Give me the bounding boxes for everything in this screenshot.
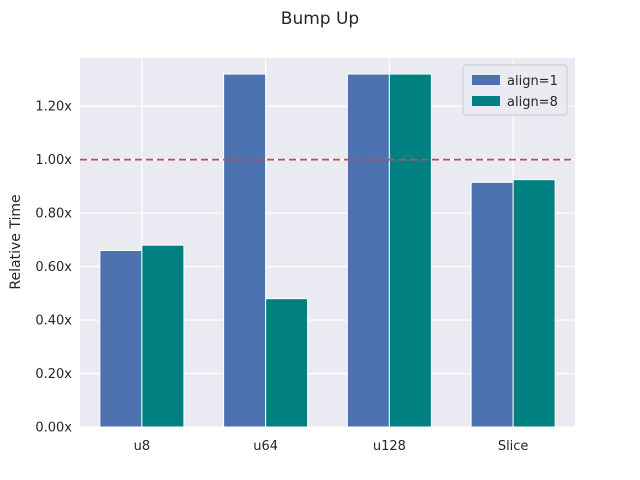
- y-tick-label: 0.40x: [35, 314, 72, 329]
- x-tick-label: u128: [373, 439, 406, 454]
- legend-swatch: [472, 75, 500, 85]
- x-axis-ticks: u8 u64 u128 Slice: [134, 439, 529, 454]
- x-tick-label: u64: [253, 439, 278, 454]
- chart-title: Bump Up: [281, 9, 359, 29]
- legend-label: align=8: [507, 95, 558, 110]
- bar-align-1-u8: [99, 250, 143, 428]
- y-tick-label: 0.60x: [35, 260, 72, 275]
- y-tick-label: 1.20x: [35, 100, 72, 115]
- bar-align-8-u128: [388, 73, 432, 428]
- legend-swatch: [472, 96, 500, 106]
- x-tick-label: u8: [134, 439, 151, 454]
- legend: align=1 align=8: [462, 64, 568, 116]
- bar-align-1-u64: [223, 73, 267, 428]
- y-tick-label: 0.80x: [35, 207, 72, 222]
- bar-align-8-u8: [141, 244, 185, 428]
- bar-align-8-Slice: [512, 179, 556, 428]
- y-tick-label: 0.20x: [35, 367, 72, 382]
- y-tick-label: 0.00x: [35, 421, 72, 436]
- y-tick-label: 1.00x: [35, 153, 72, 168]
- bar-align-8-u64: [265, 298, 309, 428]
- bar-align-1-Slice: [470, 181, 514, 428]
- legend-label: align=1: [507, 74, 558, 89]
- bar-align-1-u128: [346, 73, 390, 428]
- y-axis-label: Relative Time: [8, 194, 24, 289]
- x-tick-label: Slice: [498, 439, 529, 454]
- y-axis-ticks: 0.00x 0.20x 0.40x 0.60x 0.80x 1.00x 1.20x: [35, 100, 72, 436]
- bars: [99, 73, 556, 428]
